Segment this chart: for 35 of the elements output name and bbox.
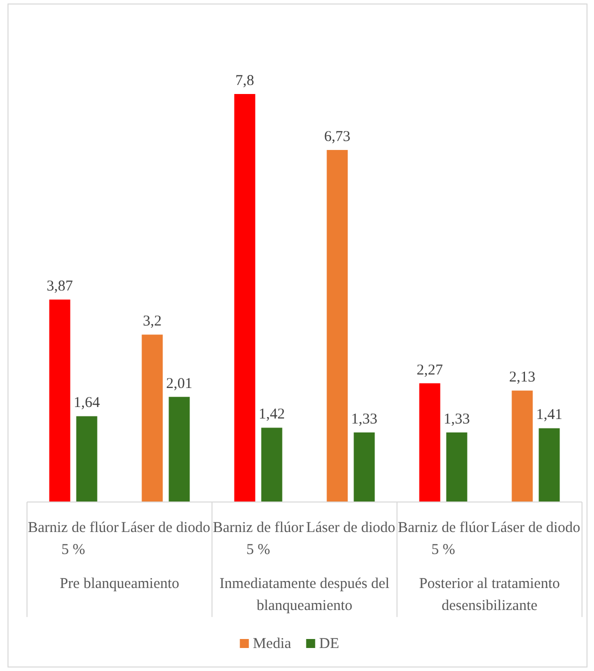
data-label: 2,01 — [166, 376, 192, 392]
bar — [446, 432, 468, 502]
bar — [419, 383, 440, 502]
text: Posterior al tratamiento desensibilizante — [419, 576, 560, 614]
bar — [538, 428, 560, 502]
x-tick-label: Barniz de flúor 5 % — [398, 520, 489, 558]
bar — [512, 390, 533, 502]
text: Pre blanqueamiento — [60, 576, 180, 592]
data-label: 2,13 — [509, 370, 536, 386]
data-label: 7,8 — [235, 73, 254, 89]
data-label: 1,33 — [351, 411, 378, 428]
x-tick-label: Barniz de flúor 5 % — [28, 520, 119, 558]
data-label: 6,73 — [324, 128, 350, 145]
bar — [168, 396, 190, 502]
bar — [261, 428, 282, 502]
x-tick-label: Láser de diodo — [306, 520, 396, 536]
bar — [76, 416, 98, 502]
x-tick-label: Barniz de flúor 5 % — [212, 520, 304, 558]
data-label: 3,87 — [46, 278, 74, 295]
data-label: 1,64 — [74, 395, 100, 412]
bar — [142, 334, 163, 502]
data-label: 2,27 — [416, 362, 444, 378]
x-tick-label: Láser de diodo — [121, 520, 210, 536]
bar — [326, 150, 348, 502]
data-label: 3,2 — [142, 314, 162, 330]
legend-label: DE — [319, 636, 340, 652]
x-tick-label: Láser de diodo — [491, 520, 580, 536]
bar — [49, 300, 70, 502]
bar — [234, 94, 256, 502]
bar — [354, 432, 375, 502]
data-label: 1,33 — [444, 411, 470, 428]
legend-label: Media — [252, 636, 292, 652]
data-label: 1,41 — [536, 407, 562, 424]
text: Inmediatamente después del blanqueamiento — [220, 576, 390, 614]
data-label: 1,42 — [258, 406, 285, 423]
